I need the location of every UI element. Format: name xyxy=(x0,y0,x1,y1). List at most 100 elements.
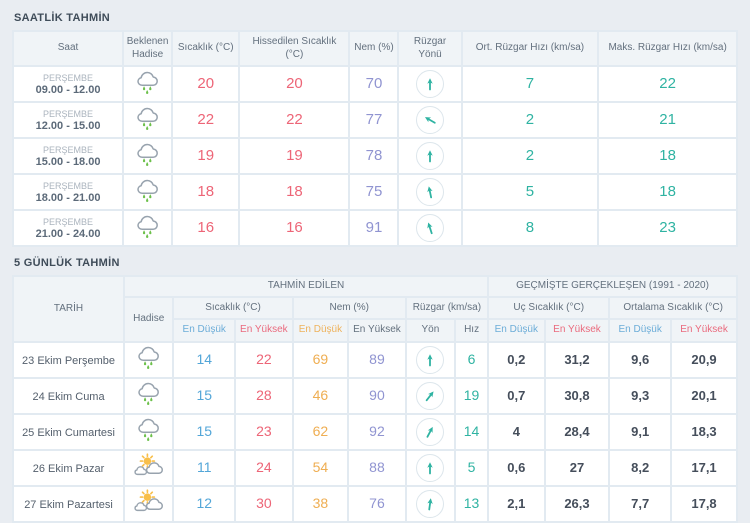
extreme-max-cell: 26,3 xyxy=(543,484,611,523)
col-header-avg-min: En Düşük xyxy=(608,318,673,343)
wind-direction-icon xyxy=(416,142,445,170)
col-header-wind-dir: Yön xyxy=(404,318,457,343)
humidity-cell: 78 xyxy=(348,137,400,175)
wind-direction-icon xyxy=(416,489,445,518)
hour-range-cell: PERŞEMBE 15.00 - 18.00 xyxy=(11,137,125,175)
wind-direction-icon xyxy=(416,453,445,482)
extreme-min-cell: 4 xyxy=(487,412,546,451)
weather-event-cell xyxy=(122,173,174,211)
rain-cloud-icon xyxy=(137,143,159,166)
col-header-nem: Nem (%) xyxy=(348,30,400,67)
temp-max-cell: 28 xyxy=(234,376,294,415)
col-header-humidity-max: En Yüksek xyxy=(347,318,407,343)
extreme-max-cell: 27 xyxy=(543,448,611,487)
weather-event-cell xyxy=(122,101,174,139)
wind-direction-cell xyxy=(404,484,457,523)
sun-cloud-icon xyxy=(134,488,164,511)
extreme-max-cell: 28,4 xyxy=(543,412,611,451)
temperature-cell: 22 xyxy=(171,101,241,139)
daily-row: 24 Ekim Cuma 15 28 46 90 19 0,7 30,8 9,3 20,1 xyxy=(11,376,738,415)
avg-min-cell: 8,2 xyxy=(608,448,673,487)
avg-wind-speed-cell: 2 xyxy=(460,137,600,175)
temp-min-cell: 14 xyxy=(172,340,237,379)
daily-forecast-rows: 23 Ekim Perşembe 14 22 69 89 6 0,2 31,2 9,6 20,9 2… xyxy=(11,340,738,523)
max-wind-speed-cell: 18 xyxy=(597,137,738,175)
hour-range-cell: PERŞEMBE 09.00 - 12.00 xyxy=(11,65,125,103)
hour-range-cell: PERŞEMBE 21.00 - 24.00 xyxy=(11,209,125,247)
weather-event-cell xyxy=(122,65,174,103)
temp-min-cell: 11 xyxy=(172,448,237,487)
temperature-cell: 19 xyxy=(171,137,241,175)
feels-like-cell: 19 xyxy=(238,137,351,175)
avg-max-cell: 20,9 xyxy=(670,340,738,379)
temp-min-cell: 15 xyxy=(172,412,237,451)
col-header-temp-group: Sıcaklık (°C) xyxy=(172,295,294,320)
wind-direction-icon xyxy=(416,70,445,98)
rain-cloud-icon xyxy=(138,418,160,441)
daily-header-minmax-row: En Düşük En Yüksek En Düşük En Yüksek Yö… xyxy=(13,318,738,343)
hourly-row: PERŞEMBE 12.00 - 15.00 22 22 77 2 21 xyxy=(11,101,738,139)
extreme-min-cell: 0,2 xyxy=(487,340,546,379)
weather-event-cell xyxy=(123,448,175,487)
group-header-predicted: TAHMİN EDİLEN xyxy=(123,275,490,298)
wind-direction-icon xyxy=(416,106,445,134)
daily-header-group-row: TARİH TAHMİN EDİLEN GEÇMİŞTE GERÇEKLEŞEN… xyxy=(11,275,738,343)
temp-max-cell: 23 xyxy=(234,412,294,451)
date-cell: 27 Ekim Pazartesi xyxy=(11,484,126,523)
col-header-hadise: Hadise xyxy=(123,295,175,343)
daily-row: 23 Ekim Perşembe 14 22 69 89 6 0,2 31,2 9,6 20,9 xyxy=(11,340,738,379)
col-header-humidity-min: En Düşük xyxy=(291,318,350,343)
avg-min-cell: 9,3 xyxy=(608,376,673,415)
temperature-cell: 16 xyxy=(171,209,241,247)
avg-max-cell: 17,1 xyxy=(670,448,738,487)
humidity-cell: 75 xyxy=(348,173,400,211)
hourly-row: PERŞEMBE 15.00 - 18.00 19 19 78 2 18 xyxy=(11,137,738,175)
temperature-cell: 18 xyxy=(171,173,241,211)
col-header-avg-max: En Yüksek xyxy=(670,318,738,343)
col-header-wind-speed: Hız xyxy=(454,318,490,343)
hourly-forecast-rows: PERŞEMBE 09.00 - 12.00 20 20 70 7 22 PERŞEMBE 12… xyxy=(11,65,738,247)
hourly-row: PERŞEMBE 09.00 - 12.00 20 20 70 7 22 xyxy=(11,65,738,103)
weather-event-cell xyxy=(123,340,175,379)
extreme-min-cell: 0,6 xyxy=(487,448,546,487)
hourly-forecast-table: Saat Beklenen Hadise Sıcaklık (°C) Hisse… xyxy=(11,30,738,247)
col-header-extreme-temp-group: Uç Sıcaklık (°C) xyxy=(487,295,611,320)
rain-cloud-icon xyxy=(137,179,159,202)
avg-max-cell: 17,8 xyxy=(670,484,738,523)
daily-forecast-table: TARİH TAHMİN EDİLEN GEÇMİŞTE GERÇEKLEŞEN… xyxy=(11,275,738,523)
extreme-min-cell: 0,7 xyxy=(487,376,546,415)
col-header-ruzgar-yonu: Rüzgar Yönü xyxy=(397,30,463,67)
date-cell: 25 Ekim Cumartesi xyxy=(11,412,126,451)
avg-max-cell: 20,1 xyxy=(670,376,738,415)
wind-direction-cell xyxy=(404,448,457,487)
weather-event-cell xyxy=(122,137,174,175)
hour-range-cell: PERŞEMBE 18.00 - 21.00 xyxy=(11,173,125,211)
wind-direction-cell xyxy=(404,412,457,451)
humidity-max-cell: 92 xyxy=(347,412,407,451)
humidity-min-cell: 62 xyxy=(291,412,350,451)
extreme-max-cell: 30,8 xyxy=(543,376,611,415)
humidity-min-cell: 54 xyxy=(291,448,350,487)
wind-direction-icon xyxy=(416,381,445,410)
date-cell: 24 Ekim Cuma xyxy=(11,376,126,415)
max-wind-speed-cell: 23 xyxy=(597,209,738,247)
weather-event-cell xyxy=(122,209,174,247)
wind-direction-cell xyxy=(404,376,457,415)
humidity-cell: 77 xyxy=(348,101,400,139)
wind-direction-cell xyxy=(397,65,463,103)
col-header-temp-min: En Düşük xyxy=(172,318,237,343)
avg-wind-speed-cell: 5 xyxy=(460,173,600,211)
max-wind-speed-cell: 22 xyxy=(597,65,738,103)
col-header-maks-ruzgar-hizi: Maks. Rüzgar Hızı (km/sa) xyxy=(597,30,738,67)
weather-event-cell xyxy=(123,376,175,415)
daily-row: 25 Ekim Cumartesi 15 23 62 92 14 4 28,4 9,1 18,3 xyxy=(11,412,738,451)
col-header-saat: Saat xyxy=(11,30,125,67)
wind-direction-icon xyxy=(416,345,445,374)
daily-row: 27 Ekim Pazartesi 12 30 38 76 13 2,1 26,3 7,7 17,… xyxy=(11,484,738,523)
hourly-row: PERŞEMBE 21.00 - 24.00 16 16 91 8 23 xyxy=(11,209,738,247)
col-header-extreme-max: En Yüksek xyxy=(543,318,611,343)
weather-event-cell xyxy=(123,412,175,451)
feels-like-cell: 18 xyxy=(238,173,351,211)
wind-direction-cell xyxy=(404,340,457,379)
